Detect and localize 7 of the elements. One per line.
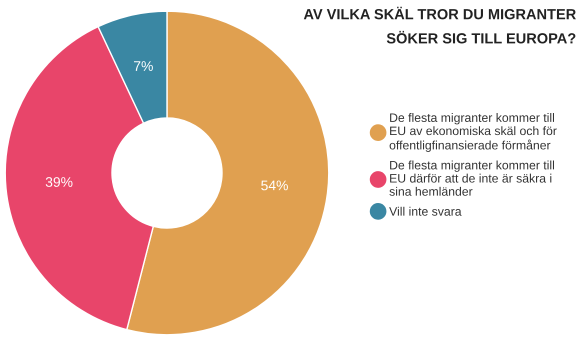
legend-label: De flesta migranter kommer till EU av ekonomiska skäl och för offentligfinansierade förmåner xyxy=(390,113,557,152)
data-label: 39% xyxy=(46,177,73,187)
legend-label: De flesta migranter kommer till EU därför att de inte är säkra i sina hemländer xyxy=(389,160,554,196)
data-label: 54% xyxy=(261,180,288,190)
legend-label: Vill inte svara xyxy=(389,206,462,216)
data-label: 7% xyxy=(134,61,153,71)
chart-title: AV VILKA SKÄL TROR DU MIGRANTER SÖKER SIG TILL EUROPA? xyxy=(304,6,576,44)
